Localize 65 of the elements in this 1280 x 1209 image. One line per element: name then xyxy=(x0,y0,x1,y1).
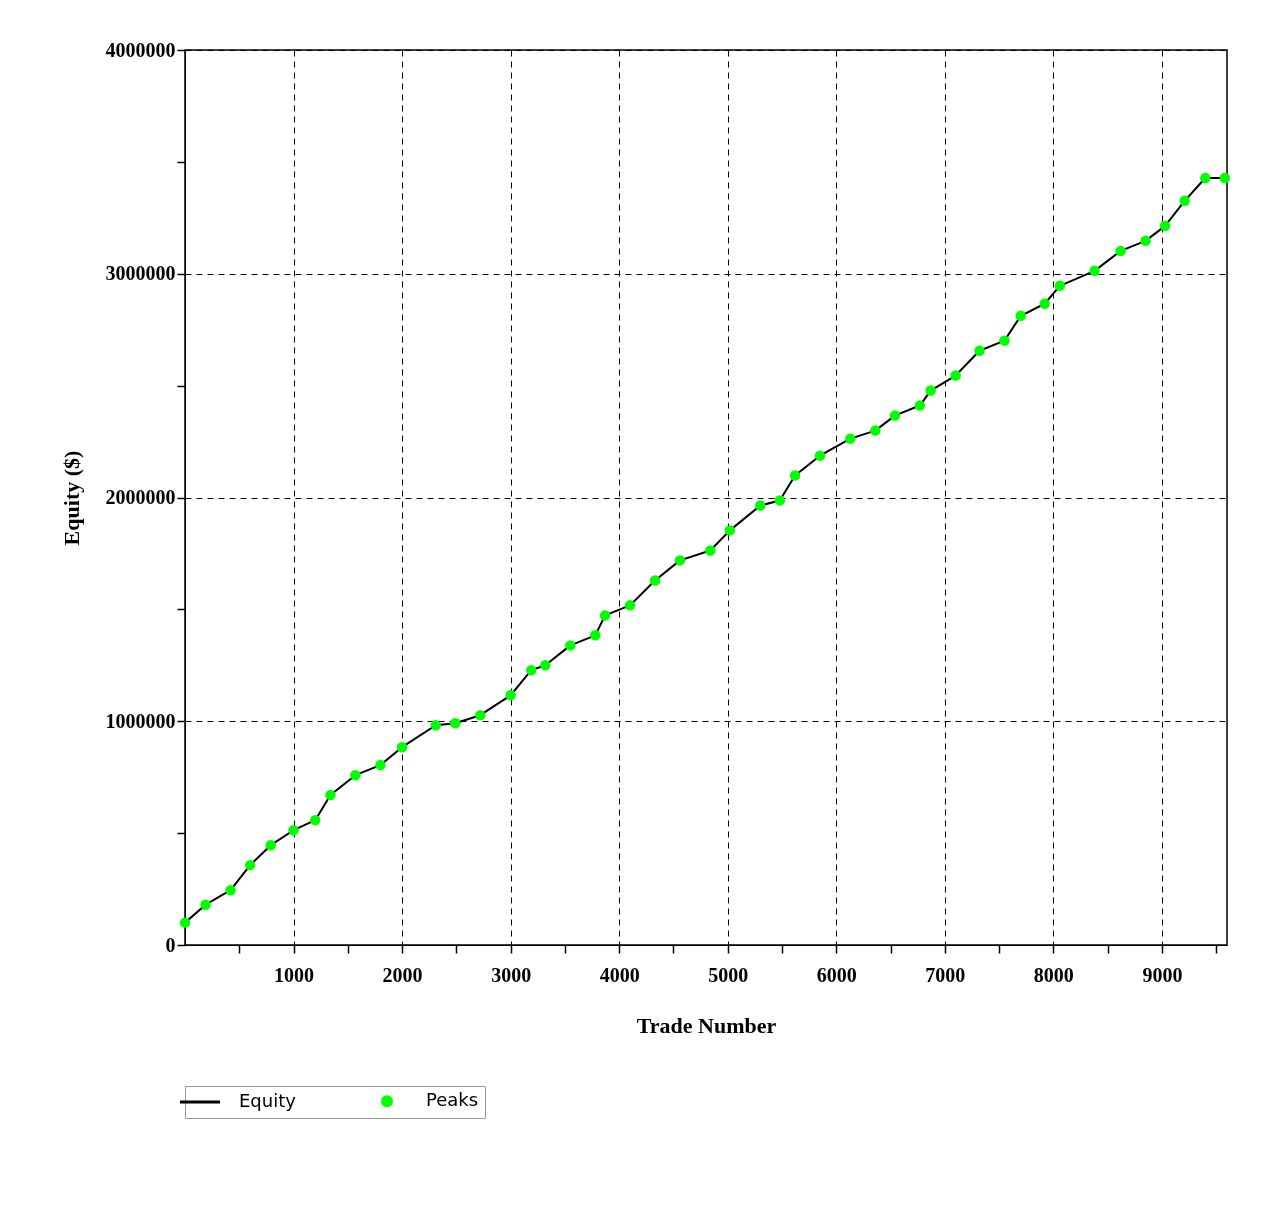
y-axis-title: Equity ($) xyxy=(58,450,84,546)
point xyxy=(599,610,611,621)
point xyxy=(705,545,716,556)
point xyxy=(350,769,361,781)
point xyxy=(1179,195,1190,207)
x-tick-label: 9000 xyxy=(1142,963,1183,986)
x-tick-label: 8000 xyxy=(1033,963,1074,986)
x-tick-label: 1000 xyxy=(274,963,315,986)
point xyxy=(590,630,601,641)
point xyxy=(244,859,256,871)
point xyxy=(1089,265,1100,277)
point xyxy=(375,759,386,771)
point xyxy=(870,425,881,436)
point xyxy=(450,718,461,729)
point xyxy=(1140,235,1151,247)
point xyxy=(265,839,276,851)
y-tick-label: 0 xyxy=(165,933,176,956)
x-tick-label: 4000 xyxy=(599,963,640,986)
point xyxy=(845,433,856,444)
x-tick-label: 5000 xyxy=(708,963,749,986)
point xyxy=(999,335,1010,346)
point xyxy=(505,690,516,701)
point xyxy=(200,899,211,910)
point xyxy=(1219,172,1231,184)
point xyxy=(540,660,551,671)
point xyxy=(1115,245,1126,257)
point xyxy=(1054,280,1066,292)
y-tick-label: 4000000 xyxy=(105,38,176,61)
point xyxy=(1200,172,1211,184)
y-tick-label: 1000000 xyxy=(105,709,176,732)
point xyxy=(288,824,299,836)
point xyxy=(325,789,336,801)
point xyxy=(925,385,936,396)
point xyxy=(889,410,901,421)
point xyxy=(1159,220,1171,232)
point xyxy=(1039,298,1050,309)
point xyxy=(755,500,766,511)
point xyxy=(814,450,826,461)
point xyxy=(789,470,801,481)
point xyxy=(914,400,926,411)
point xyxy=(526,665,537,676)
point xyxy=(474,709,486,721)
point xyxy=(624,600,636,611)
x-tick-label: 7000 xyxy=(925,963,966,986)
point xyxy=(179,917,191,928)
legend-label: Peaks xyxy=(426,1089,479,1111)
point xyxy=(649,575,661,586)
point xyxy=(974,345,985,356)
point xyxy=(396,741,408,753)
point xyxy=(950,370,961,381)
y-tick-label: 2000000 xyxy=(105,486,176,508)
x-tick-label: 2000 xyxy=(382,963,423,986)
point xyxy=(430,720,441,731)
point xyxy=(774,495,786,506)
x-tick-label: 6000 xyxy=(816,963,857,986)
point xyxy=(724,525,736,536)
y-tick-label: 3000000 xyxy=(105,262,176,285)
x-tick-label: 3000 xyxy=(491,963,532,986)
point xyxy=(674,555,686,566)
point xyxy=(1015,310,1027,322)
point xyxy=(225,884,236,896)
x-axis-title: Trade Number xyxy=(636,1012,777,1038)
point xyxy=(310,814,321,826)
point xyxy=(565,640,576,651)
legend-label: Equity xyxy=(239,1090,297,1111)
